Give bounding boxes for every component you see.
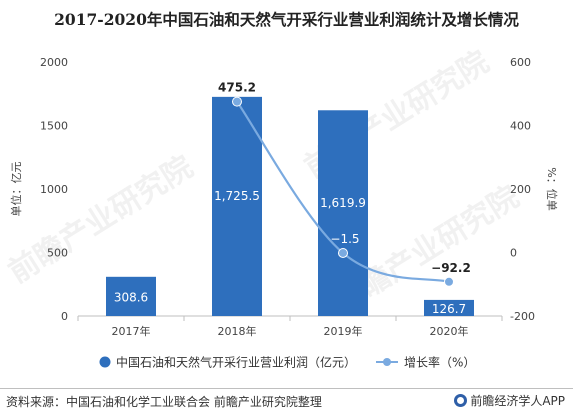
legend: 中国石油和天然气开采行业营业利润（亿元） 增长率（%） <box>99 355 475 370</box>
y2-tick-label: 200 <box>510 183 531 196</box>
legend-bar-label: 中国石油和天然气开采行业营业利润（亿元） <box>116 355 356 370</box>
bar <box>318 110 368 316</box>
growth-line-path <box>236 100 450 283</box>
data-labels: 308.6 1,725.5 1,619.9 126.7 475.2 −1.5 −92.2 <box>114 81 471 316</box>
y2-tick-label: -200 <box>510 310 535 323</box>
bars <box>106 96 474 316</box>
axes: 0 500 1000 1500 2000 -200 0 200 400 600 2017年 2018年… <box>9 56 559 338</box>
brand: 前瞻经济学人APP <box>454 392 565 409</box>
bar-value-label: 1,725.5 <box>214 189 260 203</box>
bar-value-label: 1,619.9 <box>320 196 366 210</box>
growth-point <box>444 276 454 287</box>
x-tick-label: 2017年 <box>112 324 151 338</box>
x-tick-label: 2019年 <box>324 324 363 338</box>
legend-line-dot <box>383 358 391 366</box>
growth-point <box>338 247 348 258</box>
y-tick-label: 1500 <box>40 120 68 133</box>
bar <box>106 276 156 316</box>
x-tick-label: 2020年 <box>430 324 469 338</box>
source-text: 资料来源：中国石油和化学工业联合会 前瞻产业研究院整理 <box>6 395 322 409</box>
y-tick-label: 500 <box>47 247 68 260</box>
chart-svg: 0 500 1000 1500 2000 -200 0 200 400 600 2017年 2018年… <box>9 56 559 370</box>
legend-line-label: 增长率（%） <box>404 355 475 370</box>
y2-tick-label: 0 <box>510 247 517 260</box>
y-tick-label: 1000 <box>40 183 68 196</box>
bar-value-label: 126.7 <box>432 302 466 316</box>
bar <box>424 299 474 316</box>
y-tick-label: 2000 <box>40 56 68 69</box>
bar <box>212 96 262 316</box>
bar-value-label: 308.6 <box>114 290 148 304</box>
footer: 资料来源：中国石油和化学工业联合会 前瞻产业研究院整理 前瞻经济学人APP <box>0 388 573 420</box>
y-tick-label: 0 <box>61 310 68 323</box>
y2-axis-title: %：位单 <box>545 167 559 210</box>
chart-title: 2017-2020年中国石油和天然气开采行业营业利润统计及增长情况 <box>54 10 519 29</box>
y2-tick-label: 600 <box>510 56 531 69</box>
growth-point <box>232 96 242 107</box>
growth-value-label: −1.5 <box>330 232 359 246</box>
growth-line <box>232 96 454 287</box>
legend-bar-marker <box>99 356 111 368</box>
y2-tick-label: 400 <box>510 120 531 133</box>
brand-logo-icon <box>454 394 468 407</box>
y-axis-title: 单位：亿元 <box>9 162 23 217</box>
x-tick-label: 2018年 <box>218 324 257 338</box>
growth-value-label: −92.2 <box>431 261 471 275</box>
brand-text: 前瞻经济学人APP <box>470 394 565 408</box>
growth-value-label: 475.2 <box>218 81 256 95</box>
